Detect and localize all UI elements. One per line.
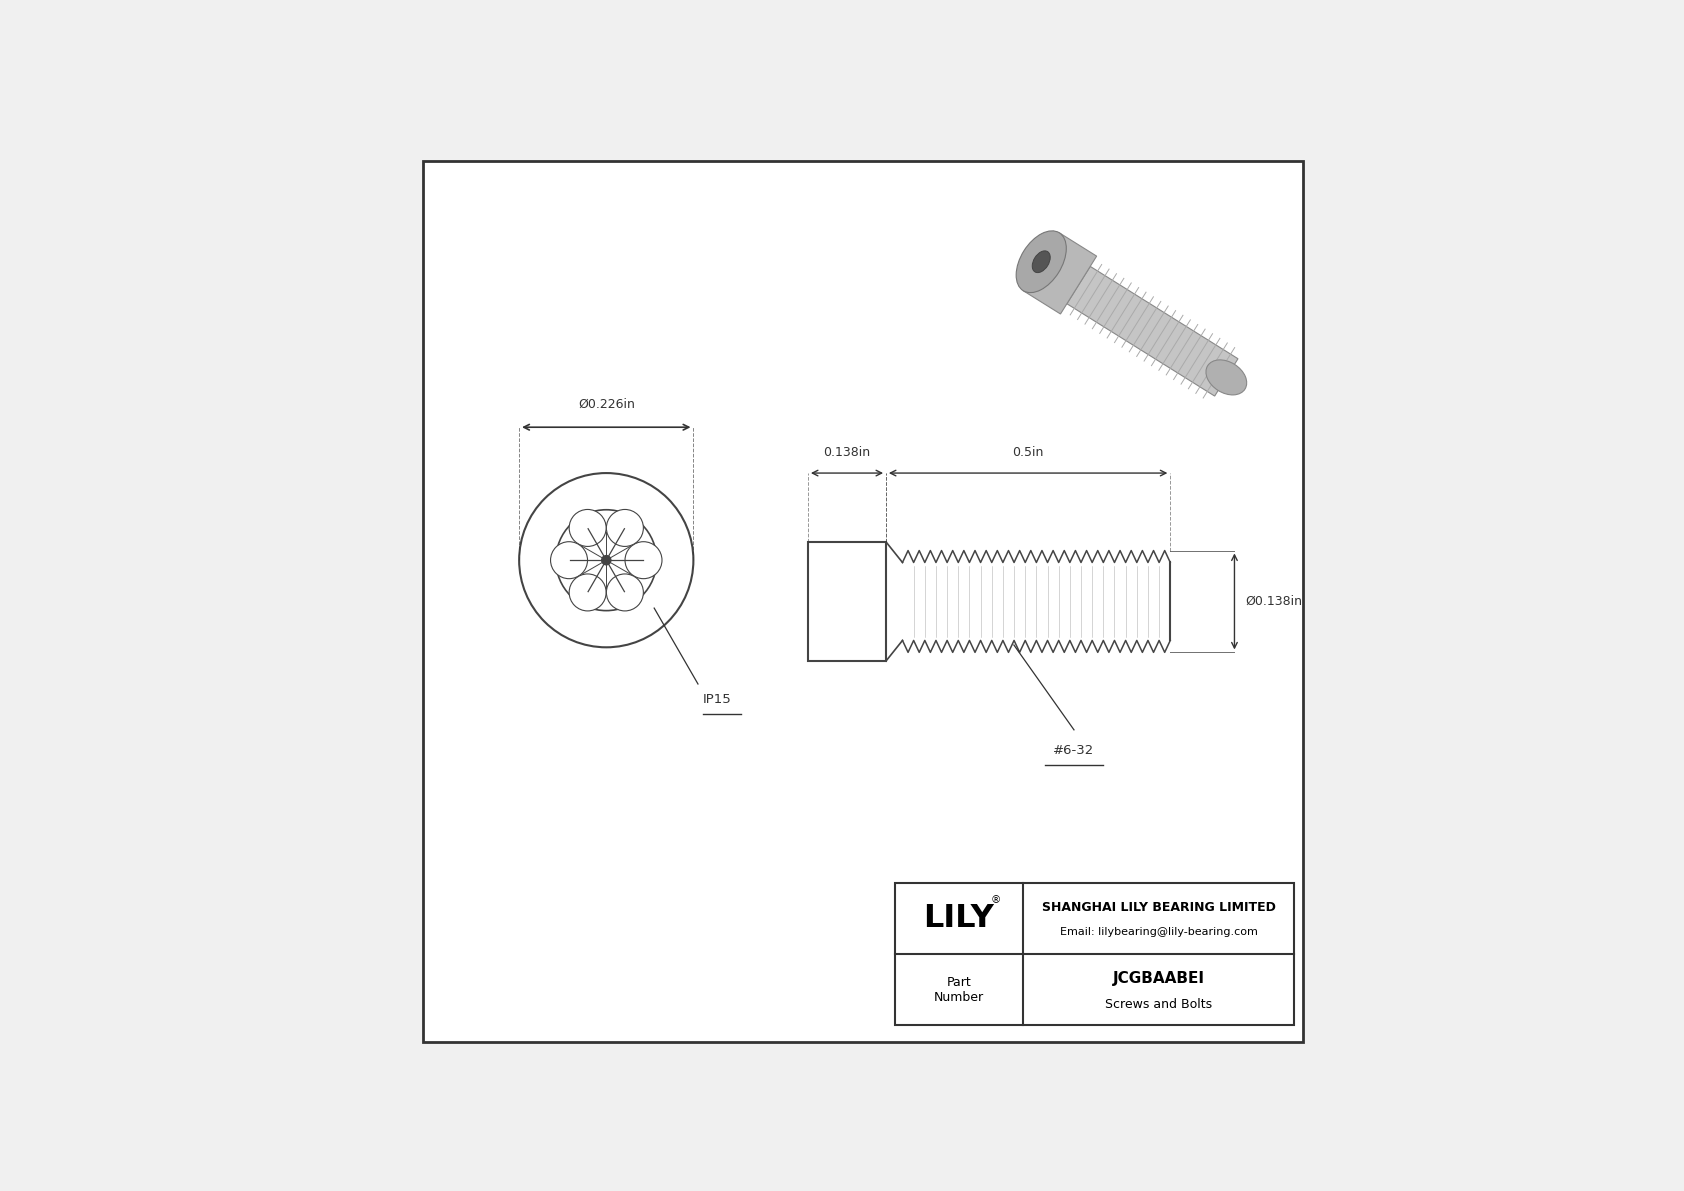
Bar [808,542,886,661]
Text: 0.138in: 0.138in [823,447,871,460]
Circle shape [569,510,606,547]
Ellipse shape [1032,251,1051,273]
Circle shape [551,542,588,579]
Text: 0.5in: 0.5in [1012,447,1044,460]
Text: ®: ® [990,896,1000,905]
Text: Screws and Bolts: Screws and Bolts [1105,998,1212,1011]
Text: JCGBAABEI: JCGBAABEI [1113,971,1204,986]
Text: LILY: LILY [923,903,995,934]
Ellipse shape [1206,360,1246,395]
Text: SHANGHAI LILY BEARING LIMITED: SHANGHAI LILY BEARING LIMITED [1041,902,1275,913]
Bar [896,883,1293,1025]
Circle shape [601,556,611,565]
Text: Ø0.226in: Ø0.226in [578,398,635,411]
Text: #6-32: #6-32 [1054,743,1095,756]
Text: Ø0.138in: Ø0.138in [1246,596,1302,607]
Polygon shape [1024,232,1096,314]
Text: IP15: IP15 [702,693,731,706]
Text: Email: lilybearing@lily-bearing.com: Email: lilybearing@lily-bearing.com [1059,928,1258,937]
Text: Part
Number: Part Number [935,975,983,1004]
Circle shape [625,542,662,579]
Circle shape [569,574,606,611]
Circle shape [519,473,694,648]
Circle shape [606,510,643,547]
Ellipse shape [1015,231,1066,293]
Circle shape [556,510,657,611]
Circle shape [606,574,643,611]
Polygon shape [1068,267,1238,397]
